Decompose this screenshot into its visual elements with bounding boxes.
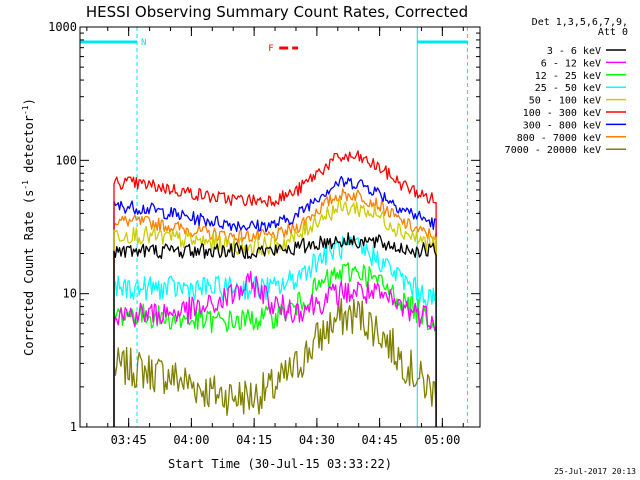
legend-entry-label: 100 - 300 keV	[523, 108, 601, 119]
series-line-6	[113, 175, 437, 427]
y-axis-label: Corrected Count Rate (s-1 detector-1)	[21, 98, 36, 356]
x-tick-label: 03:45	[111, 433, 147, 447]
x-tick-label: 04:30	[299, 433, 335, 447]
y-tick-label: 1	[70, 420, 77, 434]
series-line-0	[113, 232, 437, 427]
legend-entry-label: 25 - 50 keV	[535, 83, 601, 94]
series-line-5	[113, 150, 437, 427]
x-tick-label: 04:45	[362, 433, 398, 447]
series-line-8	[113, 297, 437, 427]
y-label-sup-2: -1	[21, 105, 30, 115]
flag-label: N	[141, 38, 146, 48]
chart-title: HESSI Observing Summary Count Rates, Cor…	[86, 3, 468, 21]
legend-entry-label: 300 - 800 keV	[523, 120, 601, 131]
legend-entry-label: 800 - 7000 keV	[517, 133, 601, 144]
legend-entry-label: 50 - 100 keV	[529, 96, 601, 107]
y-label-sup-1: -1	[21, 180, 30, 190]
flag-label: F	[268, 44, 273, 54]
y-tick-label: 10	[63, 287, 77, 301]
y-tick-label: 1000	[48, 20, 77, 34]
plot-frame	[79, 26, 481, 428]
y-tick-label: 100	[55, 153, 77, 167]
legend-entry-label: 12 - 25 keV	[535, 71, 601, 82]
legend-entry-label: 7000 - 20000 keV	[505, 145, 601, 156]
x-tick-label: 04:00	[173, 433, 209, 447]
series-line-1	[113, 270, 437, 427]
x-tick-label: 05:00	[424, 433, 460, 447]
generation-timestamp: 25-Jul-2017 20:13	[554, 467, 636, 476]
x-axis-label: Start Time (30-Jul-15 03:33:22)	[168, 457, 392, 471]
y-label-main: Corrected Count Rate (s	[22, 190, 36, 356]
x-axis: 03:45 04:00 04:15 04:30 04:45 05:00	[86, 27, 464, 447]
y-axis: 1 10 100 1000	[48, 20, 480, 434]
legend-header: Det 1,3,5,6,7,9,	[532, 17, 628, 28]
legend-header: Att 0	[598, 27, 628, 38]
legend-entry-label: 6 - 12 keV	[541, 58, 601, 69]
series-layer	[113, 150, 437, 427]
series-line-3	[113, 235, 437, 427]
legend-entry-label: 3 - 6 keV	[547, 46, 601, 57]
x-tick-label: 04:15	[236, 433, 272, 447]
y-label-mid: detector	[22, 115, 36, 180]
y-label-end: )	[22, 98, 36, 105]
